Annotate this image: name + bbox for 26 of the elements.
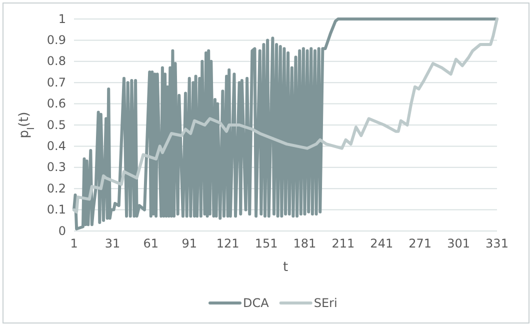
legend-label: DCA bbox=[243, 296, 270, 310]
y-tick-label: 0 bbox=[58, 224, 66, 238]
y-tick-label: 0.8 bbox=[46, 54, 66, 68]
x-tick-label: 301 bbox=[447, 236, 470, 251]
x-tick-label: 241 bbox=[370, 236, 394, 251]
y-tick-label: 0.3 bbox=[46, 160, 66, 174]
y-tick-label: 0.6 bbox=[46, 96, 66, 111]
x-tick-label: 91 bbox=[182, 236, 198, 251]
x-tick-label: 61 bbox=[143, 236, 159, 251]
x-tick-label: 1 bbox=[70, 236, 78, 251]
x-tick-label: 181 bbox=[293, 236, 316, 251]
y-tick-label: 0.7 bbox=[46, 75, 66, 90]
y-tick-label: 0.4 bbox=[46, 139, 66, 154]
y-tick-label: 0.2 bbox=[46, 181, 66, 196]
x-tick-label: 331 bbox=[486, 236, 508, 251]
y-tick-label: 0.9 bbox=[46, 33, 66, 48]
x-axis-title: t bbox=[282, 260, 288, 275]
x-tick-label: 211 bbox=[332, 236, 355, 251]
x-tick-label: 271 bbox=[408, 236, 432, 251]
legend-label: SEri bbox=[314, 296, 338, 310]
y-tick-label: 0.5 bbox=[46, 118, 66, 132]
x-tick-label: 31 bbox=[104, 236, 120, 251]
x-tick-label: 121 bbox=[216, 236, 240, 251]
y-tick-label: 1 bbox=[58, 12, 66, 26]
y-tick-label: 0.1 bbox=[46, 202, 66, 217]
x-tick-label: 151 bbox=[254, 236, 278, 251]
